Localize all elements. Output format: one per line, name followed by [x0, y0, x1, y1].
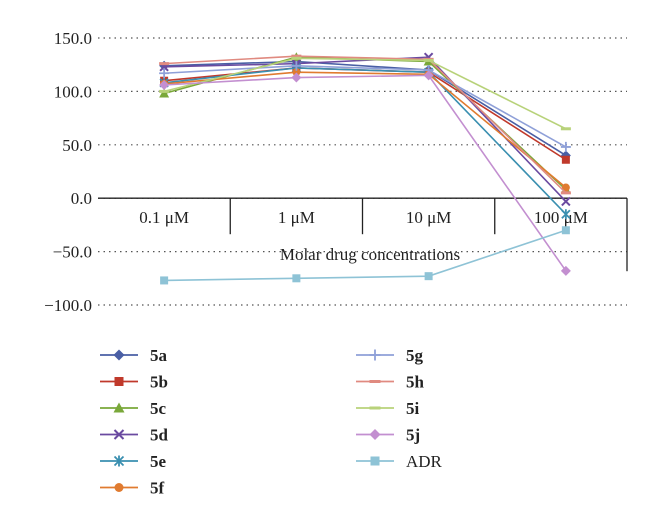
data-point — [560, 265, 571, 276]
legend-label: 5d — [150, 426, 169, 445]
series-group — [159, 52, 571, 285]
series-line — [163, 57, 567, 130]
legend-item-5j: 5j — [356, 426, 420, 445]
data-point — [113, 429, 125, 440]
data-point — [114, 377, 124, 386]
y-tick-label: −100.0 — [44, 296, 92, 315]
legend-label: ADR — [406, 452, 443, 471]
y-tick-label: 0.0 — [71, 189, 92, 208]
data-point — [291, 54, 302, 58]
series-line — [164, 56, 567, 202]
x-category-label: 1 μM — [278, 208, 315, 227]
x-axis: 0.1 μM 1 μM 10 μM 100 μM — [98, 197, 628, 272]
data-point — [560, 127, 571, 131]
data-point — [369, 380, 381, 383]
data-point — [114, 483, 124, 492]
series-5g — [159, 60, 571, 152]
data-point — [159, 68, 170, 79]
data-point — [423, 58, 434, 62]
series-line — [164, 71, 567, 189]
legend-label: 5c — [150, 399, 167, 418]
data-point — [561, 196, 571, 207]
data-point — [113, 402, 125, 413]
series-line — [164, 74, 567, 272]
series-line — [164, 67, 567, 215]
series-5a — [159, 56, 571, 161]
legend-label: 5f — [150, 479, 165, 498]
data-point — [113, 455, 125, 467]
data-point — [423, 70, 434, 81]
y-axis: 150.0 100.0 50.0 0.0 −50.0 −100.0 — [44, 29, 92, 315]
legend-item-5e: 5e — [100, 452, 167, 471]
legend-item-5i: 5i — [356, 399, 420, 418]
legend-item-adr: ADR — [356, 452, 443, 471]
data-point — [424, 272, 433, 281]
x-category-label: 10 μM — [406, 208, 451, 227]
series-5f — [160, 68, 570, 192]
data-point — [291, 72, 302, 83]
legend-item-5a: 5a — [100, 346, 168, 365]
series-5j — [159, 70, 571, 276]
y-tick-label: 50.0 — [62, 136, 92, 155]
series-5i — [159, 56, 571, 131]
data-point — [292, 68, 301, 77]
y-tick-label: 100.0 — [54, 82, 92, 101]
legend-label: 5b — [150, 373, 168, 392]
data-point — [561, 209, 571, 220]
data-point — [113, 349, 125, 361]
series-line — [164, 60, 567, 157]
legend-label: 5i — [406, 399, 420, 418]
data-point — [159, 89, 170, 93]
legend-item-5f: 5f — [100, 479, 165, 498]
data-point — [292, 274, 301, 283]
legend-item-5c: 5c — [100, 399, 167, 418]
data-point — [370, 456, 380, 466]
data-point — [561, 183, 570, 192]
data-point — [291, 60, 302, 71]
legend-item-5b: 5b — [100, 373, 168, 392]
data-point — [159, 88, 170, 98]
legend-label: 5h — [406, 373, 425, 392]
data-point — [561, 155, 570, 164]
legend-label: 5g — [406, 346, 424, 365]
series-line — [164, 55, 567, 194]
data-point — [159, 62, 170, 66]
legend-label: 5a — [150, 346, 168, 365]
data-point — [159, 79, 170, 90]
series-adr — [160, 226, 570, 285]
data-point — [369, 349, 381, 361]
series-line — [164, 64, 567, 148]
data-point — [291, 56, 302, 60]
y-tick-label: 150.0 — [54, 29, 92, 48]
data-point — [160, 276, 169, 285]
x-category-label: 100 μM — [534, 208, 588, 227]
y-tick-label: −50.0 — [53, 243, 92, 262]
series-line — [164, 229, 567, 282]
data-point — [560, 191, 571, 195]
data-point — [560, 141, 571, 152]
legend-label: 5j — [406, 426, 420, 445]
legend-label: 5e — [150, 452, 167, 471]
data-point — [369, 406, 381, 410]
legend-item-5h: 5h — [356, 373, 425, 392]
x-category-label: 0.1 μM — [139, 208, 189, 227]
legend: 5a 5b 5c 5d 5e 5f 5g 5h 5i 5j ADR — [100, 346, 443, 498]
data-point — [561, 226, 570, 235]
legend-item-5g: 5g — [356, 346, 424, 365]
data-point — [369, 429, 381, 440]
legend-item-5d: 5d — [100, 426, 169, 445]
x-axis-label: Molar drug concentrations — [280, 245, 460, 264]
